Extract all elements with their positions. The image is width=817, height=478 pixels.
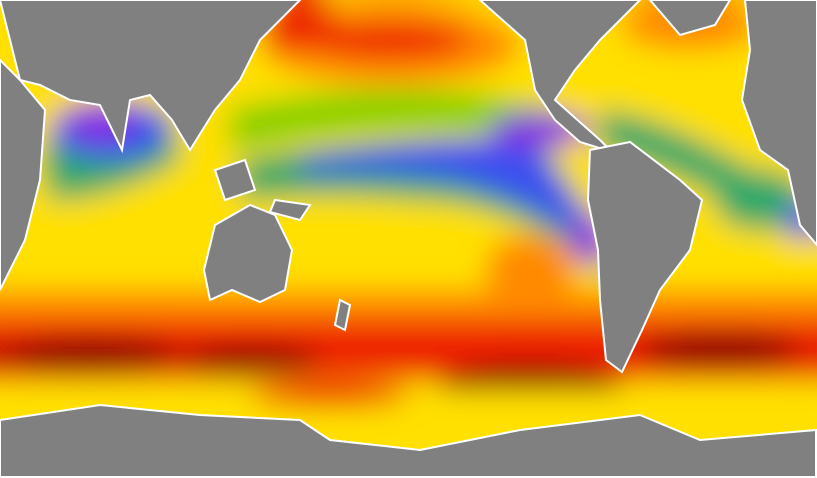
new-guinea <box>268 198 312 222</box>
borneo <box>213 158 257 202</box>
ocean-field-region <box>300 135 600 260</box>
asia <box>0 0 302 154</box>
ocean-field-region <box>310 22 470 58</box>
ocean-field-region <box>250 383 410 407</box>
south-america <box>586 140 704 374</box>
greenland <box>648 0 732 37</box>
ocean-field-region <box>180 345 320 375</box>
australia <box>202 203 294 304</box>
ocean-field-region <box>230 90 560 150</box>
ocean-field-region <box>0 337 180 373</box>
ocean-field-region <box>715 170 805 230</box>
africa-west <box>0 58 47 291</box>
europe-africa <box>740 0 817 247</box>
ocean-field-region <box>485 235 575 305</box>
new-zealand <box>333 298 352 332</box>
antarctica <box>0 403 817 478</box>
ocean-field-region <box>640 332 800 368</box>
